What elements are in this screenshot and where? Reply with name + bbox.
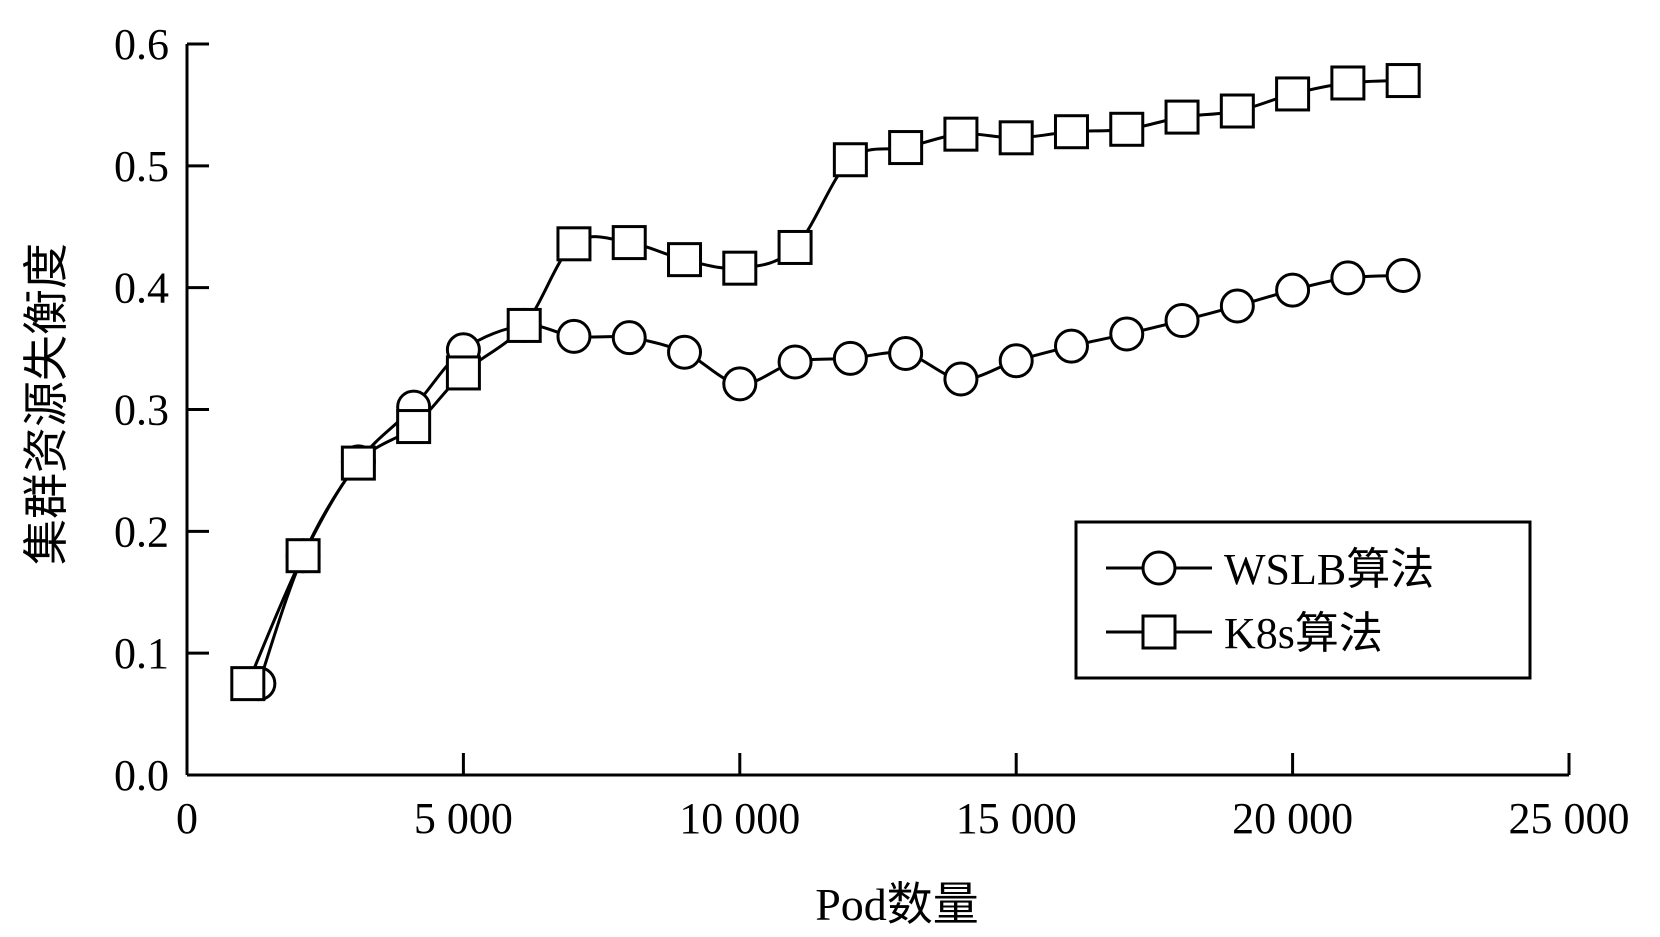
- data-point-k8s: [1109, 111, 1145, 147]
- x-tick-label: 15 000: [956, 794, 1077, 843]
- y-tick-label: 0.5: [114, 142, 169, 191]
- y-tick-label: 0.6: [114, 20, 169, 69]
- data-point-wslb: [1109, 316, 1145, 352]
- legend-marker-k8s-icon: [1141, 614, 1177, 650]
- data-point-wslb: [832, 340, 868, 376]
- axes: 0.0 0.1 0.2 0.3 0.4 0.5 0.6 0 5 000 10 000 15 000 2…: [114, 20, 1630, 843]
- legend-label-wslb: WSLB算法: [1224, 545, 1434, 594]
- data-point-wslb: [611, 320, 647, 356]
- y-tick-label: 0.3: [114, 386, 169, 435]
- data-point-k8s: [230, 666, 266, 702]
- data-point-wslb: [1053, 328, 1089, 364]
- data-point-wslb: [1385, 257, 1421, 293]
- data-point-k8s: [506, 307, 542, 343]
- data-point-wslb: [1275, 272, 1311, 308]
- data-point-k8s: [1330, 65, 1366, 101]
- data-point-k8s: [556, 226, 592, 262]
- data-point-k8s: [1385, 63, 1421, 99]
- data-point-k8s: [445, 355, 481, 391]
- series-k8s: [230, 63, 1421, 702]
- x-tick-label: 20 000: [1232, 794, 1353, 843]
- data-point-k8s: [832, 142, 868, 178]
- data-point-wslb: [1219, 288, 1255, 324]
- x-tick-label: 0: [176, 794, 198, 843]
- data-point-k8s: [722, 250, 758, 286]
- data-point-k8s: [888, 130, 924, 166]
- data-point-k8s: [943, 116, 979, 152]
- data-point-wslb: [667, 334, 703, 370]
- x-tick-label: 10 000: [679, 794, 800, 843]
- data-point-wslb: [777, 344, 813, 380]
- data-point-k8s: [340, 445, 376, 481]
- data-point-wslb: [1330, 260, 1366, 296]
- data-point-k8s: [1053, 114, 1089, 150]
- legend-marker-wslb-icon: [1141, 550, 1177, 586]
- x-tick-label: 25 000: [1509, 794, 1630, 843]
- data-point-wslb: [722, 366, 758, 402]
- data-point-k8s: [611, 225, 647, 261]
- y-tick-label: 0.2: [114, 507, 169, 556]
- data-point-k8s: [667, 242, 703, 278]
- y-tick-label: 0.1: [114, 629, 169, 678]
- data-point-k8s: [1164, 99, 1200, 135]
- data-point-wslb: [998, 343, 1034, 379]
- data-point-k8s: [1219, 93, 1255, 129]
- y-tick-label: 0.0: [114, 751, 169, 800]
- data-point-wslb: [556, 318, 592, 354]
- x-tick-label: 5 000: [414, 794, 513, 843]
- legend-label-k8s: K8s算法: [1224, 609, 1383, 658]
- data-point-wslb: [888, 335, 924, 371]
- legend-box: [1074, 520, 1532, 680]
- data-point-k8s: [1275, 76, 1311, 112]
- data-point-k8s: [777, 229, 813, 265]
- data-point-wslb: [943, 361, 979, 397]
- data-point-wslb: [1164, 303, 1200, 339]
- data-point-k8s: [998, 120, 1034, 156]
- series-layer: [230, 63, 1421, 702]
- y-axis-title: 集群资源失衡度: [21, 243, 72, 565]
- legend: WSLB算法 K8s算法: [1074, 520, 1532, 680]
- x-axis-title: Pod数量: [815, 879, 979, 930]
- y-tick-label: 0.4: [114, 264, 169, 313]
- data-point-k8s: [285, 538, 321, 574]
- data-point-k8s: [396, 409, 432, 445]
